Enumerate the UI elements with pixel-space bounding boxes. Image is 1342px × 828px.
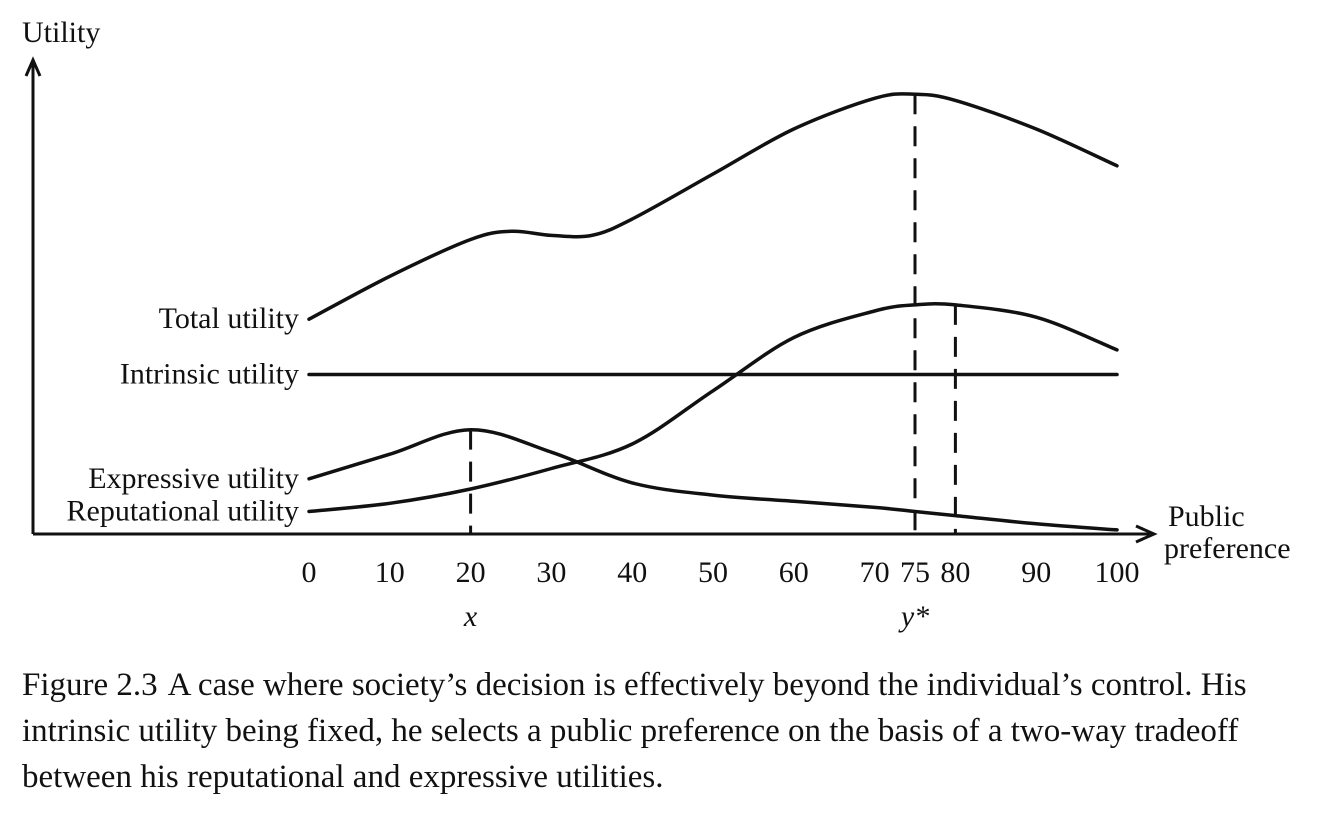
series-label-total-utility: Total utility <box>159 302 299 335</box>
figure-caption: Figure 2.3 A case where society’s decisio… <box>22 662 1322 800</box>
y-axis-arrowhead <box>24 56 42 77</box>
reference-lines <box>469 94 957 534</box>
reference-label-y: y* <box>898 600 929 633</box>
axes <box>24 56 1158 544</box>
series-line-expressive-utility <box>307 427 1119 532</box>
series-labels: Total utility Intrinsic utility Expressive… <box>67 302 299 527</box>
series-line-reputational-utility <box>307 302 1119 514</box>
series-line-total-utility <box>307 92 1119 321</box>
series-label-reputational-utility: Reputational utility <box>67 495 299 528</box>
x-tick-label-40: 40 <box>617 556 647 589</box>
x-tick-label-90: 90 <box>1021 556 1051 589</box>
reference-labels: x y* <box>463 600 929 633</box>
x-tick-label-10: 10 <box>375 556 405 589</box>
series-layer <box>307 92 1119 532</box>
utility-chart: Utility Public preference Total utility I… <box>22 16 1291 633</box>
series-label-expressive-utility: Expressive utility <box>88 462 299 495</box>
series-label-intrinsic-utility: Intrinsic utility <box>120 357 299 390</box>
x-tick-label-20: 20 <box>456 556 486 589</box>
y-axis-title: Utility <box>22 16 100 49</box>
x-axis-arrowhead <box>1135 524 1158 544</box>
x-tick-label-60: 60 <box>779 556 809 589</box>
x-axis-title-line-1: Public <box>1168 500 1245 533</box>
x-tick-label-0: 0 <box>302 556 317 589</box>
x-tick-label-75: 75 <box>900 556 930 589</box>
caption-text: A case where society’s decision is effec… <box>22 667 1247 795</box>
x-tick-label-30: 30 <box>536 556 566 589</box>
x-tick-label-100: 100 <box>1095 556 1140 589</box>
x-tick-label-50: 50 <box>698 556 728 589</box>
reference-label-x: x <box>463 600 478 633</box>
x-axis-title-line-2: preference <box>1164 532 1291 565</box>
caption-number: Figure 2.3 <box>22 667 158 703</box>
x-tick-labels: 0 10 20 30 40 50 60 70 75 80 90 100 <box>302 556 1140 589</box>
x-tick-label-70: 70 <box>860 556 890 589</box>
x-tick-label-80: 80 <box>940 556 970 589</box>
